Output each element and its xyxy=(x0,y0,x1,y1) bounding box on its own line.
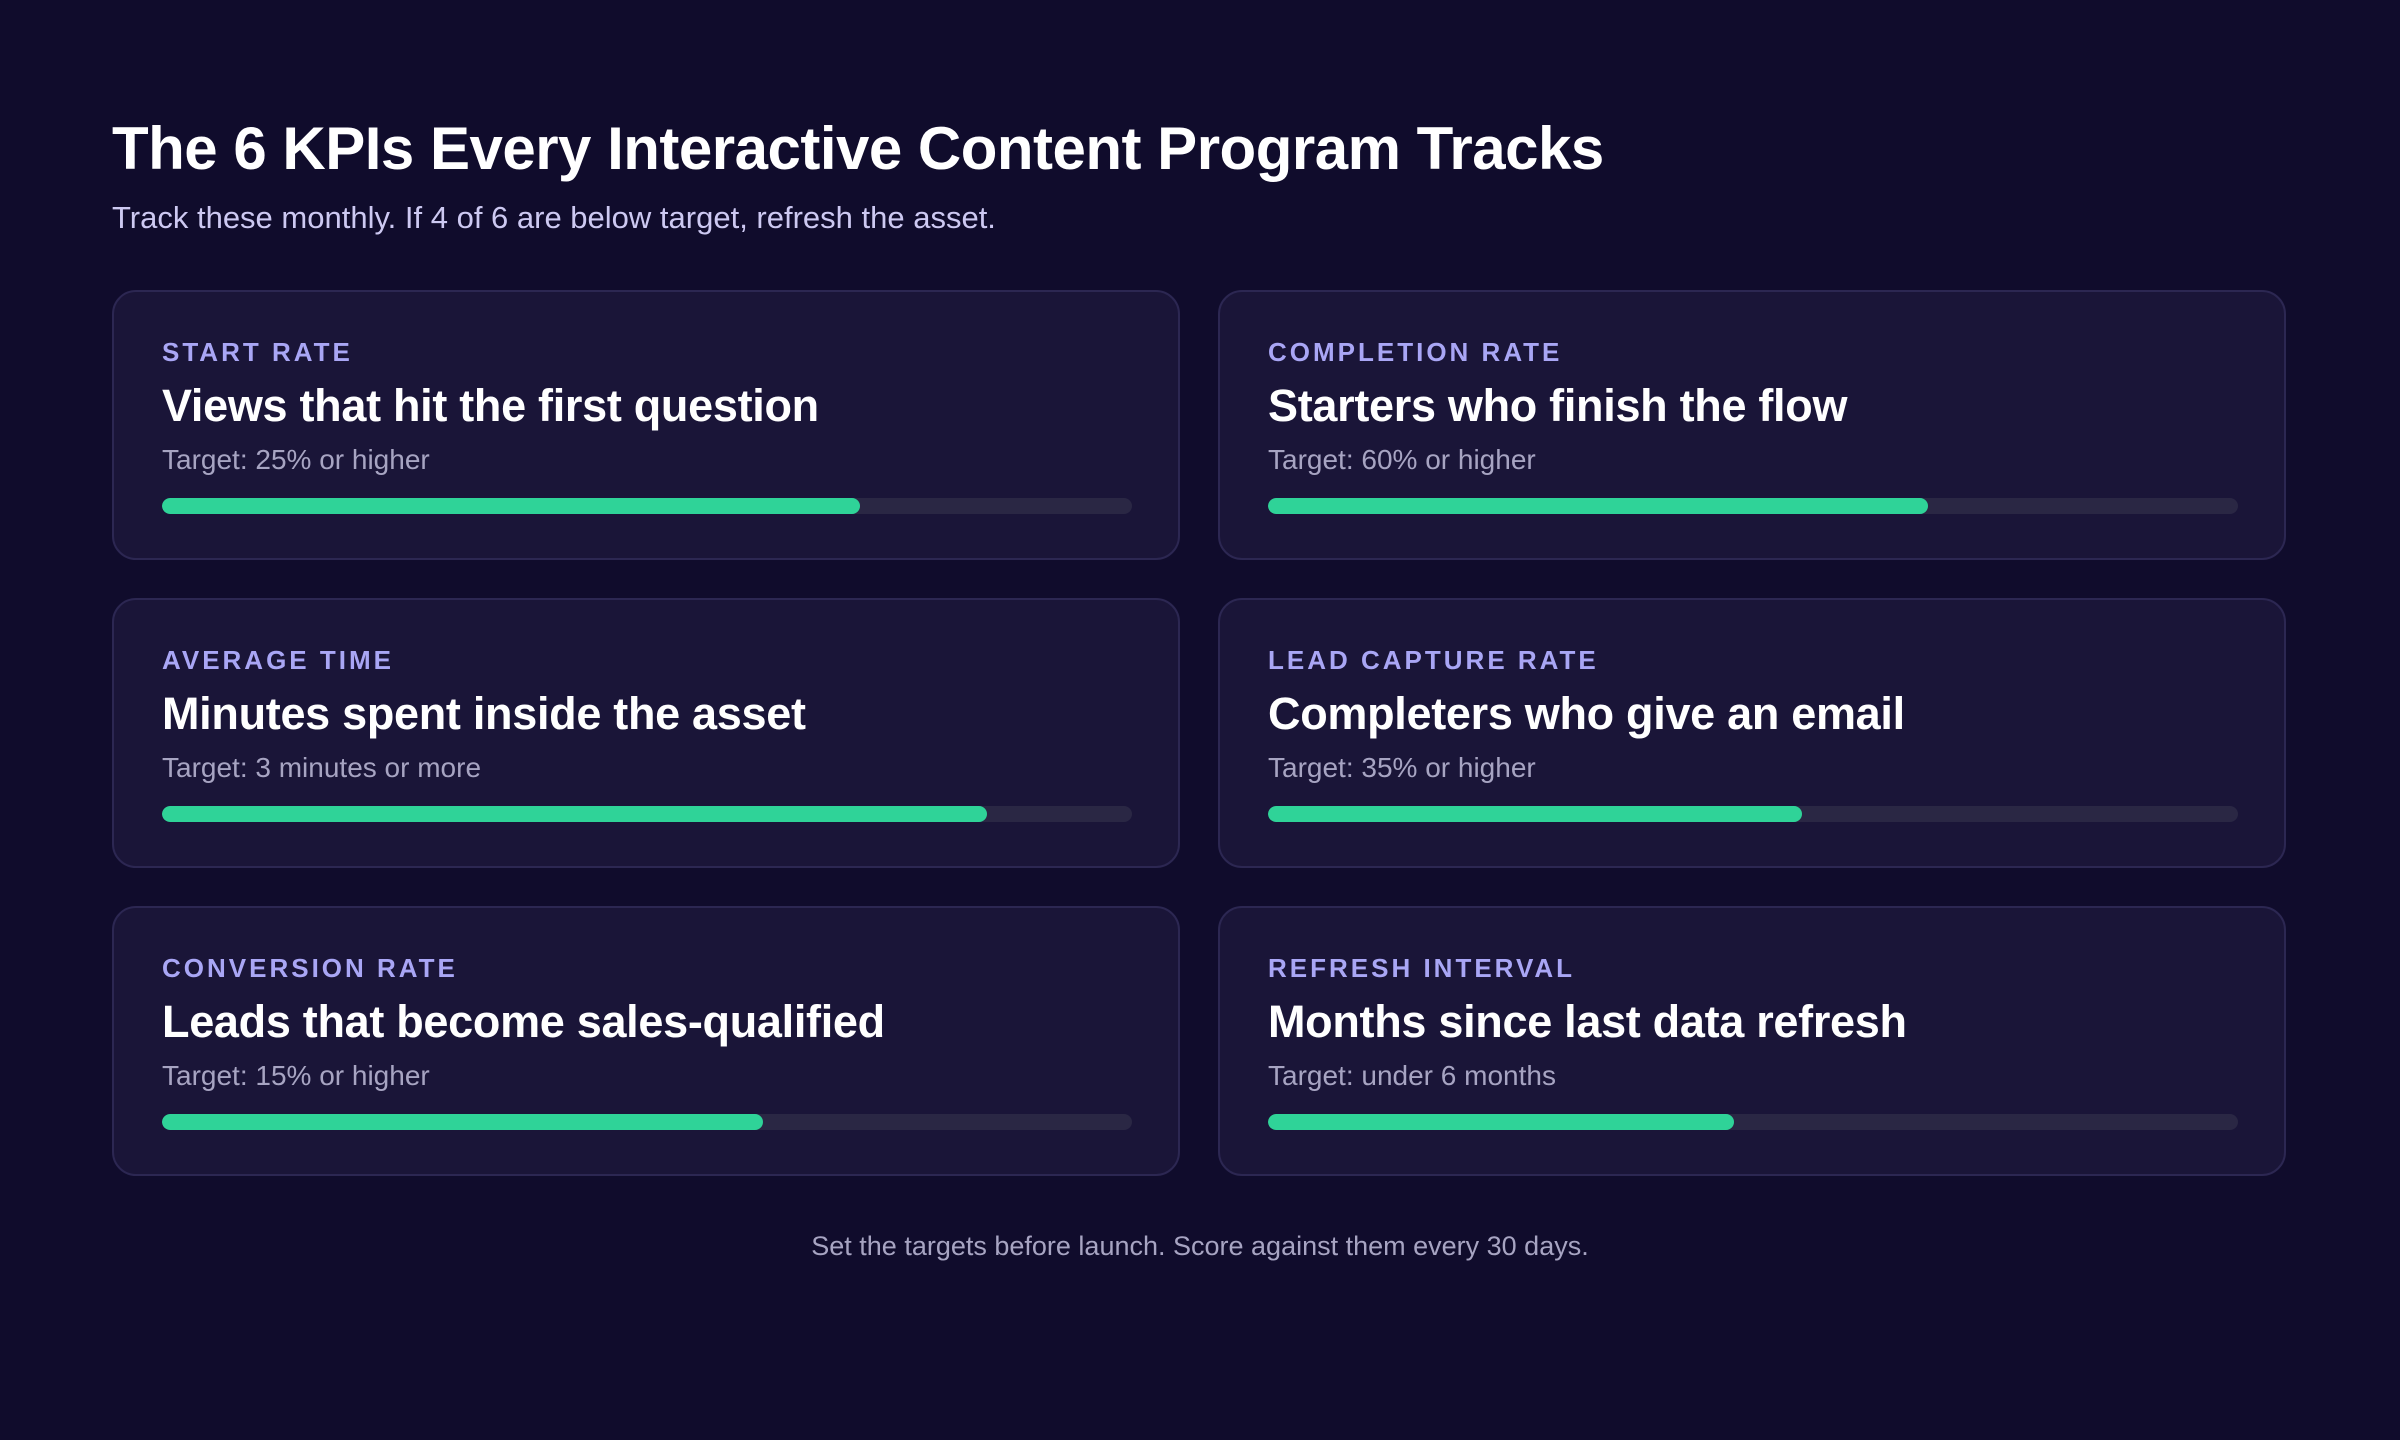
progress-fill xyxy=(1268,498,1928,514)
kpi-target: Target: 15% or higher xyxy=(162,1060,430,1091)
progress-track xyxy=(1268,498,2238,514)
kpi-card-lead-capture-rate: LEAD CAPTURE RATE Completers who give an… xyxy=(1218,598,2286,868)
kpi-label: LEAD CAPTURE RATE xyxy=(1268,645,1599,675)
kpi-card-completion-rate: COMPLETION RATE Starters who finish the … xyxy=(1218,290,2286,560)
kpi-label: START RATE xyxy=(162,337,353,367)
kpi-card-start-rate: START RATE Views that hit the first ques… xyxy=(112,290,1180,560)
kpi-label: REFRESH INTERVAL xyxy=(1268,953,1576,983)
kpi-headline: Minutes spent inside the asset xyxy=(162,688,806,739)
kpi-target: Target: 60% or higher xyxy=(1268,444,1536,475)
page-title: The 6 KPIs Every Interactive Content Pro… xyxy=(112,115,1604,182)
page-content: The 6 KPIs Every Interactive Content Pro… xyxy=(112,110,2288,1176)
progress-fill xyxy=(162,806,987,822)
page-subtitle: Track these monthly. If 4 of 6 are below… xyxy=(112,200,996,235)
kpi-label: AVERAGE TIME xyxy=(162,645,394,675)
kpi-card-refresh-interval: REFRESH INTERVAL Months since last data … xyxy=(1218,906,2286,1176)
progress-fill xyxy=(162,1114,764,1130)
kpi-label: COMPLETION RATE xyxy=(1268,337,1563,367)
kpi-headline: Months since last data refresh xyxy=(1268,996,1907,1047)
progress-track xyxy=(1268,806,2238,822)
kpi-target: Target: 3 minutes or more xyxy=(162,752,482,783)
footer-note: Set the targets before launch. Score aga… xyxy=(811,1231,1589,1261)
progress-fill xyxy=(1268,806,1802,822)
kpi-card-average-time: AVERAGE TIME Minutes spent inside the as… xyxy=(112,598,1180,868)
progress-fill xyxy=(1268,1114,1734,1130)
kpi-headline: Completers who give an email xyxy=(1268,688,1905,739)
progress-fill xyxy=(162,498,861,514)
kpi-headline: Starters who finish the flow xyxy=(1268,380,1848,431)
progress-track xyxy=(162,498,1132,514)
progress-track xyxy=(1268,1114,2238,1130)
kpi-grid: START RATE Views that hit the first ques… xyxy=(112,290,2288,1176)
kpi-target: Target: 25% or higher xyxy=(162,444,430,475)
kpi-target: Target: under 6 months xyxy=(1268,1060,1556,1091)
kpi-label: CONVERSION RATE xyxy=(162,953,458,983)
progress-track xyxy=(162,806,1132,822)
kpi-headline: Views that hit the first question xyxy=(162,380,819,431)
kpi-headline: Leads that become sales-qualified xyxy=(162,996,885,1047)
kpi-target: Target: 35% or higher xyxy=(1268,752,1536,783)
kpi-card-conversion-rate: CONVERSION RATE Leads that become sales-… xyxy=(112,906,1180,1176)
progress-track xyxy=(162,1114,1132,1130)
